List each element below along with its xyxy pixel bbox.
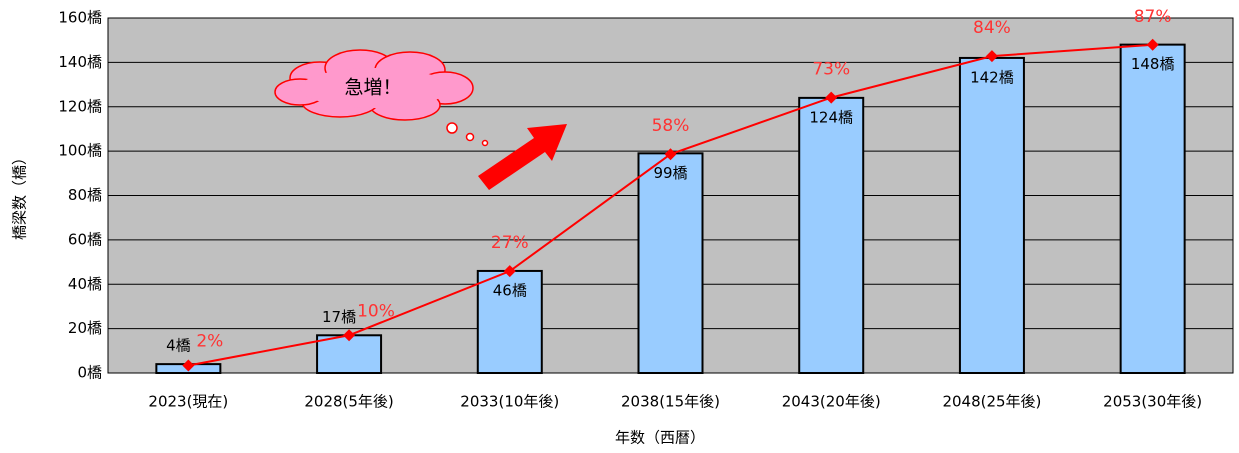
bar-value-label: 17橋	[322, 308, 356, 326]
line-value-label: 87%	[1134, 7, 1172, 27]
x-tick-label: 2038(15年後)	[621, 393, 720, 411]
cloud-callout	[274, 49, 489, 147]
bar-value-label: 142橋	[970, 68, 1014, 86]
line-marker	[503, 265, 516, 278]
bar-value-label: 124橋	[809, 108, 853, 126]
y-tick-label: 140橋	[58, 53, 102, 71]
bar	[1119, 43, 1186, 374]
line-marker	[664, 148, 677, 161]
line-marker	[825, 91, 838, 104]
y-tick-label: 120橋	[58, 97, 102, 115]
arrow	[478, 124, 567, 190]
line-marker	[343, 329, 356, 342]
line-value-label: 84%	[973, 18, 1011, 38]
x-tick-label: 2043(20年後)	[782, 393, 881, 411]
y-tick-label: 20橋	[68, 319, 102, 337]
line-marker	[1146, 38, 1159, 51]
y-axis-title: 橋梁数（橋）	[11, 150, 29, 240]
y-tick-label: 100橋	[58, 142, 102, 160]
line-marker	[182, 359, 195, 372]
line-value-label: 73%	[812, 60, 850, 80]
y-tick-label: 40橋	[68, 275, 102, 293]
bar-value-label: 4橋	[166, 337, 191, 355]
x-tick-label: 2033(10年後)	[460, 393, 559, 411]
bar-value-label: 46橋	[493, 281, 527, 299]
x-tick-label: 2023(現在)	[148, 393, 228, 411]
x-tick-label: 2028(5年後)	[304, 393, 393, 411]
bar	[316, 334, 383, 374]
line-marker	[985, 50, 998, 63]
y-tick-label: 80橋	[68, 186, 102, 204]
bar	[958, 56, 1025, 374]
line-value-label: 2%	[196, 331, 223, 351]
line-value-label: 58%	[652, 116, 690, 136]
bar-value-label: 148橋	[1131, 55, 1175, 73]
y-tick-label: 0橋	[77, 364, 102, 382]
x-axis-title: 年数（西暦）	[615, 429, 705, 447]
x-tick-label: 2053(30年後)	[1103, 393, 1202, 411]
line-value-label: 10%	[357, 301, 395, 321]
line-value-label: 27%	[491, 233, 529, 253]
annotation: 急増！	[344, 77, 401, 99]
bar	[637, 152, 704, 374]
x-tick-label: 2048(25年後)	[942, 393, 1041, 411]
y-tick-label: 60橋	[68, 230, 102, 248]
y-tick-label: 160橋	[58, 9, 102, 27]
bar-value-label: 99橋	[653, 164, 687, 182]
bar	[798, 96, 865, 374]
